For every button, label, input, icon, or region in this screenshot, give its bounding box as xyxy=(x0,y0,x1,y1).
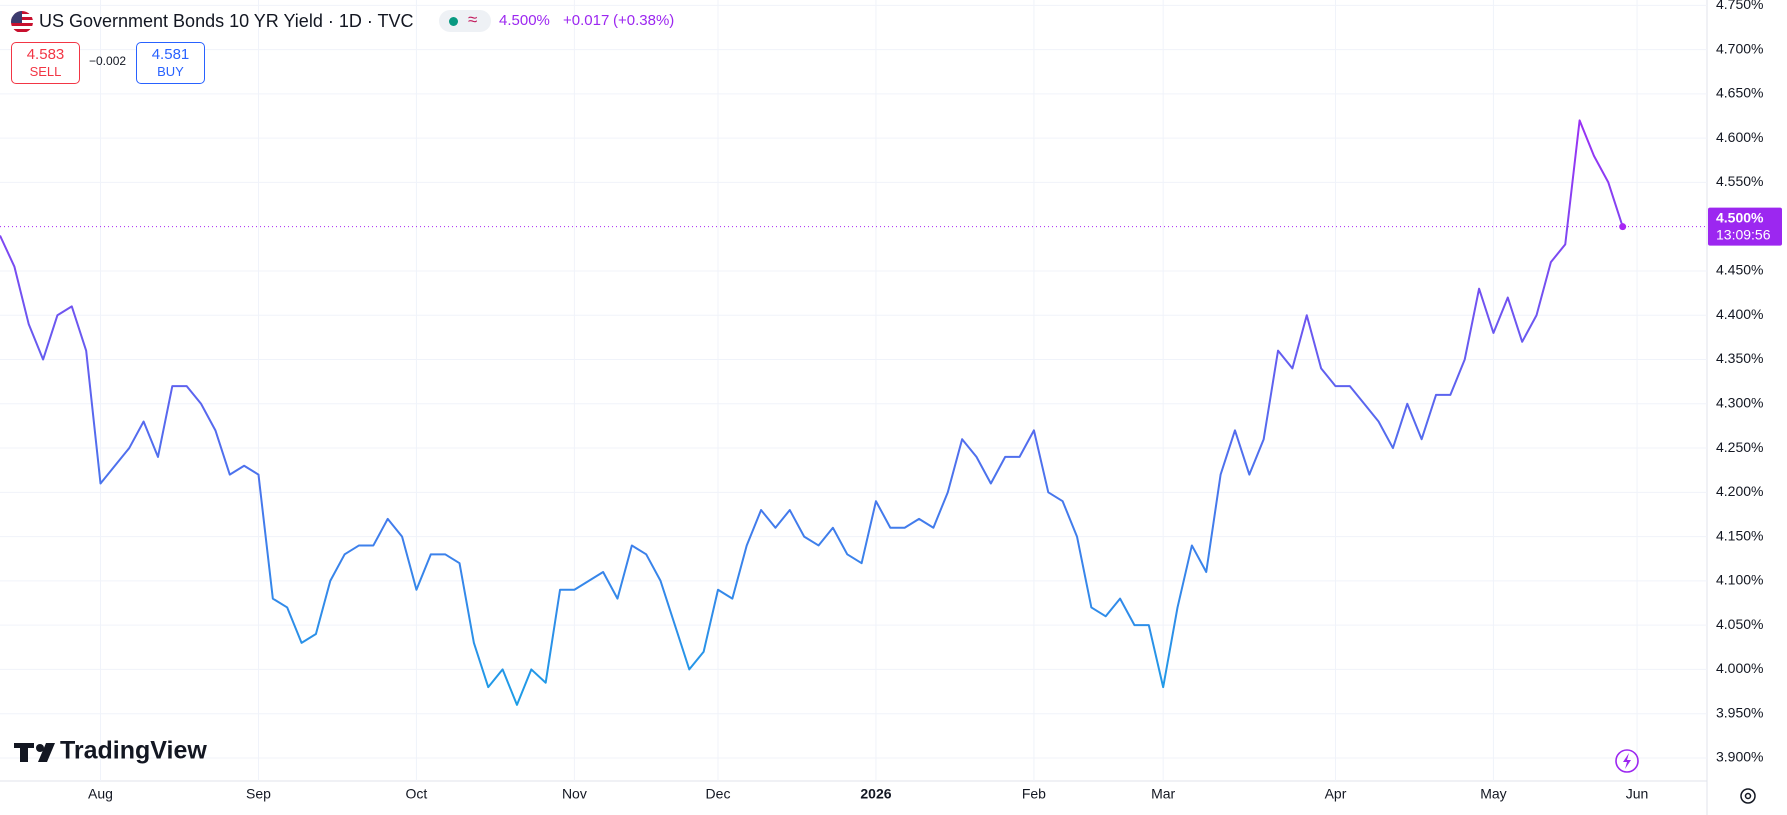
x-tick-label: Mar xyxy=(1151,786,1175,802)
status-pill[interactable]: ≈ xyxy=(439,10,491,32)
x-tick-label: Dec xyxy=(706,786,731,802)
yield-line xyxy=(0,119,1624,706)
buy-button[interactable]: 4.581 BUY xyxy=(136,42,205,84)
countdown: 13:09:56 xyxy=(1716,226,1771,242)
symbol-title: US Government Bonds 10 YR Yield · 1D · T… xyxy=(39,11,414,31)
y-tick-label: 4.050% xyxy=(1716,616,1763,632)
sell-price: 4.583 xyxy=(26,46,65,63)
y-tick-label: 4.600% xyxy=(1716,129,1763,145)
change-percent: (+0.38%) xyxy=(613,12,675,29)
y-tick-label: 4.400% xyxy=(1716,306,1763,322)
y-tick-label: 4.150% xyxy=(1716,527,1763,543)
watermark: TradingView xyxy=(60,737,207,765)
sell-button[interactable]: 4.583 SELL xyxy=(11,42,80,84)
y-tick-label: 3.900% xyxy=(1716,749,1763,765)
x-tick-label: Aug xyxy=(88,786,113,802)
x-tick-label: 2026 xyxy=(860,786,891,802)
spread: −0.002 xyxy=(89,54,127,68)
x-tick-label: May xyxy=(1480,786,1506,802)
change: +0.017 xyxy=(563,12,610,29)
y-tick-label: 3.950% xyxy=(1716,704,1763,720)
last-price-box xyxy=(1708,207,1782,246)
x-tick-label: Nov xyxy=(562,786,587,802)
logo xyxy=(14,743,55,762)
y-tick-label: 4.700% xyxy=(1716,40,1763,56)
last-price: 4.500% xyxy=(499,12,550,29)
last-point xyxy=(1619,223,1627,231)
y-tick-label: 4.000% xyxy=(1716,660,1763,676)
y-tick-label: 4.650% xyxy=(1716,85,1763,101)
y-tick-label: 4.200% xyxy=(1716,483,1763,499)
x-tick-label: Sep xyxy=(246,786,271,802)
x-tick-label: Jun xyxy=(1626,786,1649,802)
y-tick-label: 4.300% xyxy=(1716,394,1763,410)
buy-price: 4.581 xyxy=(151,46,190,63)
y-tick-label: 4.450% xyxy=(1716,262,1763,278)
lightning-icon[interactable] xyxy=(1615,749,1639,773)
y-tick-label: 4.350% xyxy=(1716,350,1763,366)
y-tick-label: 4.250% xyxy=(1716,439,1763,455)
x-tick-label: Feb xyxy=(1022,786,1046,802)
x-tick-label: Apr xyxy=(1325,786,1347,802)
x-tick-label: Oct xyxy=(406,786,428,802)
buy-label: BUY xyxy=(157,64,184,79)
y-tick-label: 4.750% xyxy=(1716,0,1763,12)
settings-icon[interactable] xyxy=(1740,788,1756,804)
flag-icon xyxy=(11,11,33,33)
y-tick-label: 4.550% xyxy=(1716,173,1763,189)
last-price-label: 4.500% xyxy=(1716,209,1764,225)
sell-label: SELL xyxy=(29,64,62,79)
y-tick-label: 4.100% xyxy=(1716,572,1763,588)
